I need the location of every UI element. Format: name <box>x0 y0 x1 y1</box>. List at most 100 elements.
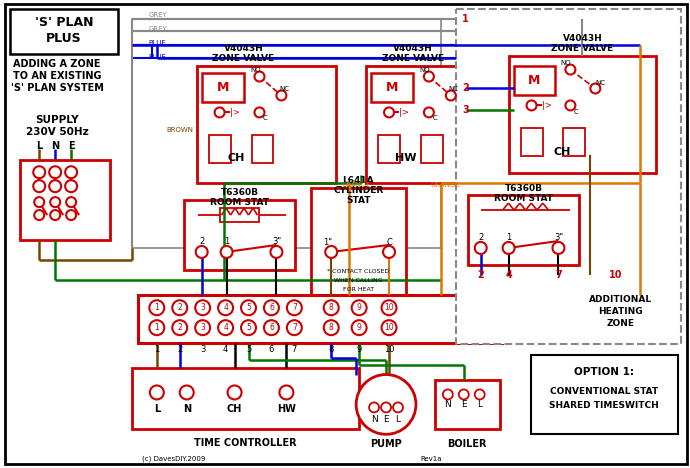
Circle shape <box>383 246 395 258</box>
Text: 2: 2 <box>177 303 182 312</box>
Text: STAT: STAT <box>346 196 371 205</box>
Circle shape <box>424 108 434 117</box>
Text: 3: 3 <box>200 345 206 354</box>
Text: CH: CH <box>554 147 571 157</box>
Text: ZONE: ZONE <box>607 319 634 328</box>
Text: E: E <box>461 400 466 409</box>
Circle shape <box>49 180 61 192</box>
Circle shape <box>218 320 233 335</box>
Text: M: M <box>217 81 229 94</box>
Circle shape <box>591 83 600 94</box>
Text: NC: NC <box>279 87 289 93</box>
Circle shape <box>277 90 286 101</box>
Circle shape <box>149 300 164 315</box>
Text: 4: 4 <box>223 345 228 354</box>
Text: V4043H: V4043H <box>224 44 264 53</box>
Bar <box>20 160 110 240</box>
Text: ORANGE: ORANGE <box>342 182 371 188</box>
Text: Rev1a: Rev1a <box>420 456 442 462</box>
Bar <box>138 295 502 343</box>
Circle shape <box>352 300 366 315</box>
Text: NO: NO <box>420 66 431 73</box>
Circle shape <box>66 197 76 207</box>
Text: T6360B: T6360B <box>504 183 542 193</box>
Text: 2: 2 <box>199 237 204 247</box>
Circle shape <box>356 374 416 434</box>
Circle shape <box>565 101 575 110</box>
Text: (c) DavesDIY.2009: (c) DavesDIY.2009 <box>142 456 205 462</box>
Circle shape <box>565 65 575 74</box>
Bar <box>421 135 443 163</box>
Circle shape <box>475 389 484 399</box>
Text: 10: 10 <box>384 303 394 312</box>
Text: L641A: L641A <box>342 176 374 185</box>
Text: 3": 3" <box>554 234 563 242</box>
Text: SHARED TIMESWITCH: SHARED TIMESWITCH <box>549 401 659 410</box>
Circle shape <box>50 210 60 220</box>
Text: 3: 3 <box>200 323 205 332</box>
Text: TO AN EXISTING: TO AN EXISTING <box>13 71 101 80</box>
Circle shape <box>382 300 397 315</box>
Text: NO: NO <box>250 66 261 73</box>
Circle shape <box>172 320 187 335</box>
Text: 3": 3" <box>272 237 281 247</box>
Text: 2: 2 <box>477 270 484 280</box>
Text: 1: 1 <box>155 323 159 332</box>
Circle shape <box>150 386 164 399</box>
Circle shape <box>459 389 469 399</box>
Text: 10: 10 <box>384 345 394 354</box>
Text: CYLINDER: CYLINDER <box>333 186 383 195</box>
Circle shape <box>393 402 403 412</box>
Text: L: L <box>477 400 482 409</box>
Text: 1: 1 <box>155 303 159 312</box>
Circle shape <box>475 242 486 254</box>
Text: C: C <box>263 116 268 121</box>
Text: 1: 1 <box>154 345 159 354</box>
Text: 3: 3 <box>462 105 469 116</box>
Bar <box>132 367 359 429</box>
Text: ZONE VALVE: ZONE VALVE <box>213 54 275 63</box>
Text: M: M <box>386 81 398 94</box>
Text: TIME CONTROLLER: TIME CONTROLLER <box>194 438 297 448</box>
Circle shape <box>66 210 76 220</box>
Bar <box>468 195 580 265</box>
Text: ADDITIONAL: ADDITIONAL <box>589 295 652 304</box>
Circle shape <box>65 166 77 178</box>
Circle shape <box>33 166 46 178</box>
Text: |>: |> <box>542 101 551 110</box>
Circle shape <box>34 197 44 207</box>
Circle shape <box>324 320 339 335</box>
Text: 2: 2 <box>478 234 483 242</box>
Text: CH: CH <box>227 404 242 414</box>
Text: CH: CH <box>228 153 245 163</box>
Text: 1: 1 <box>224 237 229 247</box>
Circle shape <box>221 246 233 258</box>
Circle shape <box>255 72 264 81</box>
Text: V4043H: V4043H <box>562 34 602 43</box>
Text: HW: HW <box>277 404 296 414</box>
Text: HEATING: HEATING <box>598 307 642 316</box>
Circle shape <box>172 300 187 315</box>
Text: 3: 3 <box>200 303 205 312</box>
Circle shape <box>502 242 515 254</box>
Bar <box>371 73 413 102</box>
Text: GREY: GREY <box>149 12 168 18</box>
Text: V4043H: V4043H <box>393 44 433 53</box>
Circle shape <box>443 389 453 399</box>
Text: 6: 6 <box>269 323 274 332</box>
Bar <box>435 380 500 429</box>
Text: CONVENTIONAL STAT: CONVENTIONAL STAT <box>550 387 658 396</box>
Circle shape <box>270 246 282 258</box>
Text: 2: 2 <box>177 323 182 332</box>
Circle shape <box>424 72 434 81</box>
Circle shape <box>195 320 210 335</box>
Text: N: N <box>371 415 377 424</box>
Text: BLUE: BLUE <box>149 40 166 46</box>
Text: BROWN: BROWN <box>167 127 194 133</box>
Text: 7: 7 <box>292 345 297 354</box>
Text: L: L <box>154 404 160 414</box>
Text: 9: 9 <box>357 303 362 312</box>
Bar <box>513 66 555 95</box>
Text: 2: 2 <box>462 83 469 94</box>
Bar <box>208 135 230 163</box>
